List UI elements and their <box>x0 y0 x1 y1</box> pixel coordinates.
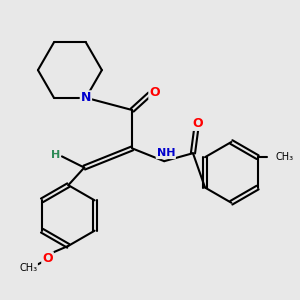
Text: CH₃: CH₃ <box>275 152 293 162</box>
Text: NH: NH <box>157 148 175 158</box>
Text: H: H <box>51 150 60 160</box>
Text: O: O <box>192 117 203 130</box>
Text: O: O <box>42 252 53 265</box>
Text: N: N <box>81 91 91 104</box>
Text: CH₃: CH₃ <box>19 263 38 273</box>
Text: O: O <box>149 86 160 99</box>
